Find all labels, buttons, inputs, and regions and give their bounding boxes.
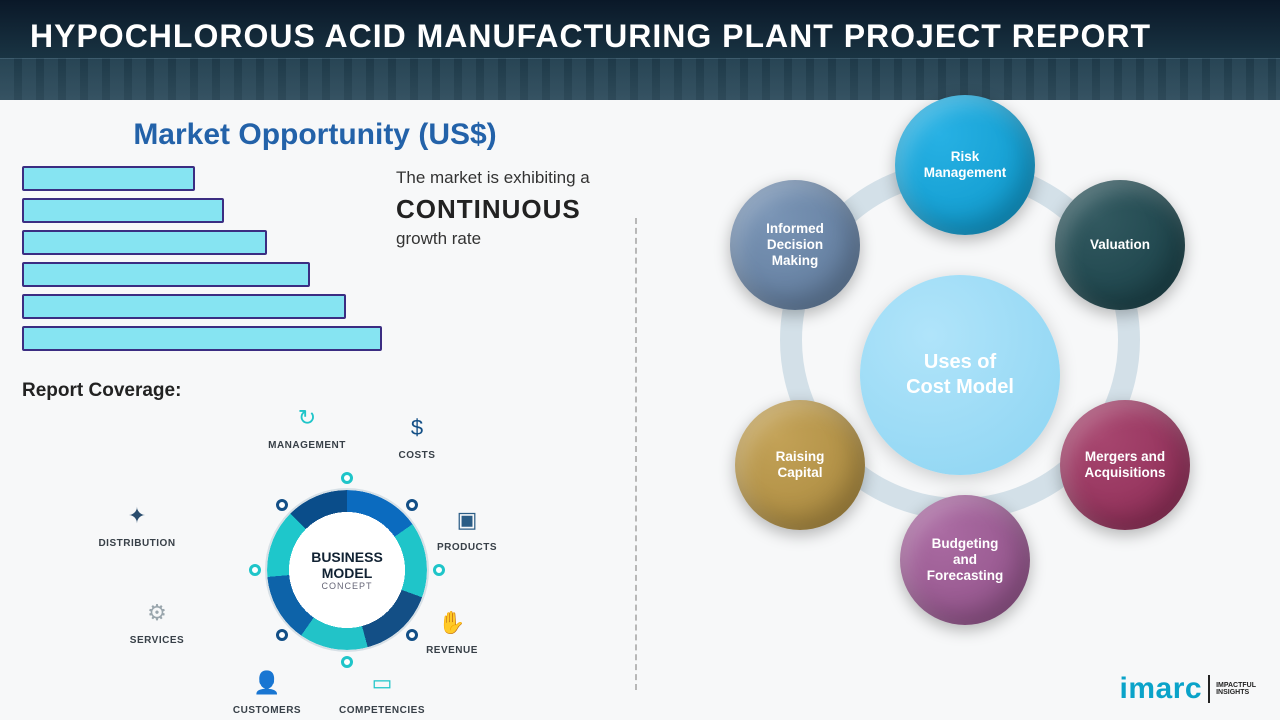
logo-tagline: IMPACTFUL INSIGHTS xyxy=(1216,682,1256,696)
growth-text-block: The market is exhibiting a CONTINUOUS gr… xyxy=(382,166,608,358)
bm-ring-dot xyxy=(433,564,445,576)
logo-tag1: IMPACTFUL xyxy=(1216,682,1256,689)
right-panel: Uses ofCost Model RiskManagement Valuatio… xyxy=(630,100,1280,720)
bm-item-label: PRODUCTS xyxy=(422,542,512,553)
bm-center-line3: CONCEPT xyxy=(321,581,372,591)
bm-item-icon: ⚙ xyxy=(139,595,175,631)
bm-item-icon: ↻ xyxy=(289,400,325,436)
business-model-ring: BUSINESS MODEL CONCEPT xyxy=(267,490,427,650)
bm-item-label: COMPETENCIES xyxy=(337,705,427,716)
market-bar xyxy=(22,230,267,255)
uses-bubble-label: Valuation xyxy=(1090,237,1150,253)
bm-item-label: SERVICES xyxy=(112,635,202,646)
bm-item-icon: ▭ xyxy=(364,665,400,701)
bm-ring-dot xyxy=(276,629,288,641)
bm-ring-dot xyxy=(406,499,418,511)
uses-bubble: Mergers andAcquisitions xyxy=(1060,400,1190,530)
uses-bubble: BudgetingandForecasting xyxy=(900,495,1030,625)
bm-ring-dot xyxy=(276,499,288,511)
growth-keyword: CONTINUOUS xyxy=(396,194,608,225)
market-bar xyxy=(22,198,224,223)
skyline-decoration xyxy=(0,58,1280,100)
bm-item-label: MANAGEMENT xyxy=(262,440,352,451)
bm-item-label: REVENUE xyxy=(407,645,497,656)
bm-center-line2: MODEL xyxy=(322,565,373,581)
bm-center-line1: BUSINESS xyxy=(311,549,383,565)
content-area: Market Opportunity (US$) The market is e… xyxy=(0,100,1280,720)
chart-text-row: The market is exhibiting a CONTINUOUS gr… xyxy=(22,166,608,358)
bm-item: 👤 CUSTOMERS xyxy=(222,665,312,716)
uses-center-label: Uses ofCost Model xyxy=(906,350,1014,400)
market-bar xyxy=(22,294,346,319)
bm-item: ▣ PRODUCTS xyxy=(422,502,512,553)
market-bar xyxy=(22,262,310,287)
uses-bubble: InformedDecisionMaking xyxy=(730,180,860,310)
bm-item-icon: ✋ xyxy=(434,605,470,641)
bm-ring-dot xyxy=(341,656,353,668)
bm-ring-dot xyxy=(341,472,353,484)
bm-item: ✦ DISTRIBUTION xyxy=(92,498,182,549)
growth-line1: The market is exhibiting a xyxy=(396,168,608,188)
header-banner: HYPOCHLOROUS ACID MANUFACTURING PLANT PR… xyxy=(0,0,1280,100)
business-model-diagram: BUSINESS MODEL CONCEPT ↻ MANAGEMENT $ COSTS… xyxy=(82,380,602,700)
brand-logo: imarc IMPACTFUL INSIGHTS xyxy=(1120,672,1256,706)
uses-bubble: Valuation xyxy=(1055,180,1185,310)
uses-bubble: RaisingCapital xyxy=(735,400,865,530)
market-bar-chart xyxy=(22,166,382,358)
business-model-center: BUSINESS MODEL CONCEPT xyxy=(281,504,413,636)
uses-bubble-label: Mergers andAcquisitions xyxy=(1084,449,1165,481)
bm-ring-dot xyxy=(249,564,261,576)
uses-bubble-label: BudgetingandForecasting xyxy=(927,536,1004,585)
logo-divider xyxy=(1208,675,1210,703)
bm-item-label: CUSTOMERS xyxy=(222,705,312,716)
uses-bubble-label: InformedDecisionMaking xyxy=(766,221,824,270)
uses-bubble-label: RiskManagement xyxy=(924,149,1007,181)
bm-item-icon: ▣ xyxy=(449,502,485,538)
bm-item: ↻ MANAGEMENT xyxy=(262,400,352,451)
market-bar xyxy=(22,326,382,351)
bm-item: ✋ REVENUE xyxy=(407,605,497,656)
logo-tag2: INSIGHTS xyxy=(1216,689,1256,696)
page-title: HYPOCHLOROUS ACID MANUFACTURING PLANT PR… xyxy=(30,18,1250,55)
bm-item: ⚙ SERVICES xyxy=(112,595,202,646)
market-bar xyxy=(22,166,195,191)
uses-bubble: RiskManagement xyxy=(895,95,1035,235)
left-panel: Market Opportunity (US$) The market is e… xyxy=(0,100,630,720)
bm-item-label: COSTS xyxy=(372,450,462,461)
bm-ring-dot xyxy=(406,629,418,641)
bm-item: ▭ COMPETENCIES xyxy=(337,665,427,716)
bm-item-icon: 👤 xyxy=(249,665,285,701)
bm-item-label: DISTRIBUTION xyxy=(92,538,182,549)
logo-text: imarc xyxy=(1120,672,1203,706)
growth-line3: growth rate xyxy=(396,229,608,249)
market-opportunity-title: Market Opportunity (US$) xyxy=(22,118,608,152)
uses-bubble-label: RaisingCapital xyxy=(776,449,825,481)
uses-center-circle: Uses ofCost Model xyxy=(860,275,1060,475)
bm-item-icon: $ xyxy=(399,410,435,446)
bm-item-icon: ✦ xyxy=(119,498,155,534)
bm-item: $ COSTS xyxy=(372,410,462,461)
